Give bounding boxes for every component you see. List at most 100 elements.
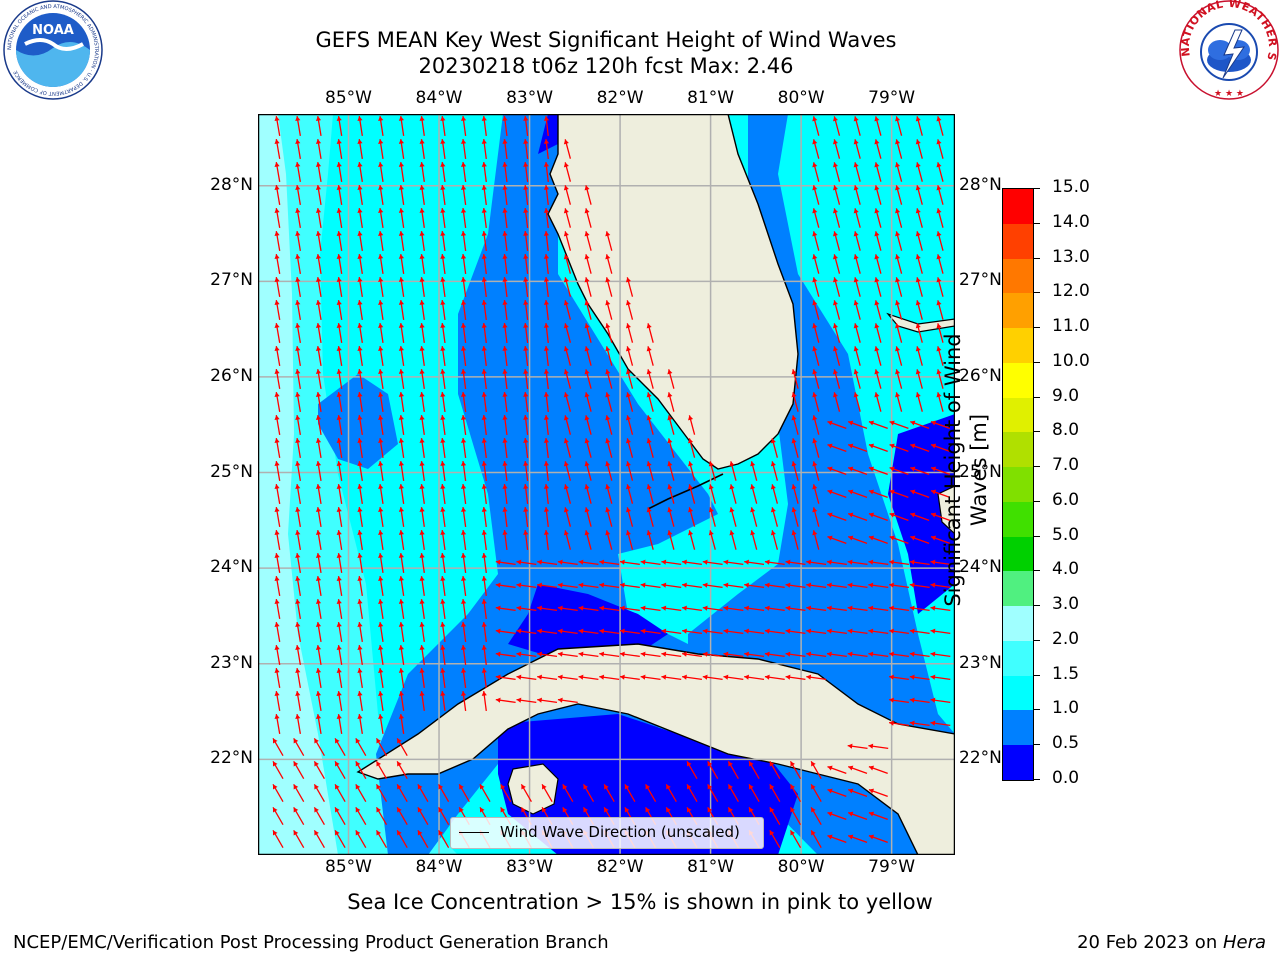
wave-direction-arrow [440, 162, 446, 182]
wave-direction-arrow [599, 674, 620, 681]
colorbar [1002, 188, 1034, 781]
wave-direction-arrow [563, 139, 572, 159]
legend-line-icon [459, 832, 489, 833]
lon-label-bottom: 82°W [596, 857, 644, 877]
wave-direction-arrow [812, 185, 820, 205]
wave-direction-arrow [584, 254, 592, 274]
colorbar-tick-mark [1034, 431, 1040, 433]
wave-direction-arrow [357, 668, 363, 688]
wave-direction-arrow [557, 559, 578, 566]
wave-direction-arrow [313, 761, 325, 779]
colorbar-bin [1003, 432, 1033, 468]
nws-logo: NATIONAL WEATHER SERVICE ★ ★ ★ [1178, 0, 1279, 100]
wave-direction-arrow [272, 807, 284, 825]
colorbar-bin [1003, 293, 1033, 329]
wave-height-map [258, 114, 955, 855]
wave-direction-arrow [315, 369, 322, 389]
wave-direction-arrow [295, 231, 301, 251]
wave-direction-arrow [764, 582, 785, 589]
wave-direction-arrow [543, 345, 550, 367]
lon-label-bottom: 85°W [325, 857, 372, 877]
wave-direction-arrow [419, 484, 425, 504]
wave-direction-arrow [481, 690, 487, 712]
wave-direction-arrow [274, 599, 281, 619]
wave-direction-arrow [357, 553, 363, 573]
wave-direction-arrow [599, 582, 620, 589]
wave-direction-arrow [889, 582, 909, 589]
wave-direction-arrow [806, 628, 827, 635]
wave-direction-arrow [582, 784, 595, 802]
wave-direction-arrow [810, 784, 822, 802]
wave-direction-arrow [315, 507, 322, 527]
wave-direction-arrow [847, 582, 868, 589]
wave-direction-arrow [889, 489, 909, 499]
wave-direction-arrow [909, 582, 930, 589]
wave-direction-arrow [274, 415, 281, 435]
wave-direction-arrow [744, 605, 765, 612]
wave-direction-arrow [398, 484, 405, 504]
wave-direction-arrow [930, 512, 951, 522]
wave-direction-arrow [481, 299, 487, 321]
wave-direction-arrow [909, 628, 930, 635]
wave-direction-arrow [910, 443, 930, 453]
wave-direction-arrow [827, 811, 847, 821]
wave-direction-arrow [481, 414, 487, 436]
wave-direction-arrow [895, 277, 903, 297]
wave-direction-arrow [274, 645, 281, 665]
wave-direction-arrow [274, 622, 281, 642]
wave-direction-arrow [889, 628, 909, 635]
wave-direction-arrow [682, 628, 702, 635]
wave-direction-arrow [355, 738, 367, 756]
wave-direction-arrow [336, 392, 343, 412]
wave-direction-arrow [661, 559, 682, 566]
wave-direction-arrow [832, 254, 841, 274]
wave-direction-arrow [625, 461, 634, 481]
lat-label-right: 25°N [959, 461, 1002, 482]
wave-direction-arrow [378, 622, 384, 642]
wave-direction-arrow [936, 277, 944, 297]
wave-direction-arrow [688, 461, 696, 481]
colorbar-tick-mark [1034, 779, 1040, 780]
wave-direction-arrow [295, 507, 301, 527]
wave-direction-arrow [293, 830, 305, 848]
wave-direction-arrow [619, 651, 640, 658]
wave-direction-arrow [543, 391, 550, 413]
wave-direction-arrow [599, 628, 620, 635]
wave-direction-arrow [915, 300, 923, 320]
colorbar-tick-mark [1034, 709, 1040, 711]
wave-direction-arrow [853, 323, 861, 343]
wave-direction-arrow [357, 392, 363, 412]
wave-direction-arrow [481, 529, 487, 551]
wave-direction-arrow [495, 582, 516, 589]
wave-direction-arrow [909, 651, 930, 658]
wave-direction-arrow [874, 208, 882, 228]
wave-direction-arrow [315, 461, 322, 481]
wave-direction-arrow [378, 392, 384, 412]
wave-direction-arrow [874, 116, 882, 136]
colorbar-tick-label: 1.5 [1052, 663, 1080, 684]
colorbar-bin [1003, 397, 1033, 433]
wave-direction-arrow [537, 605, 558, 612]
wave-direction-arrow [398, 530, 405, 550]
wave-direction-arrow [868, 811, 888, 821]
wave-direction-arrow [936, 300, 944, 320]
wave-direction-arrow [295, 277, 301, 297]
wave-direction-arrow [479, 784, 491, 802]
wave-direction-arrow [378, 461, 384, 481]
colorbar-tick-label: 8.0 [1052, 420, 1080, 441]
wave-direction-arrow [889, 512, 909, 522]
wave-direction-arrow [770, 438, 779, 458]
lon-label-top: 81°W [687, 88, 735, 108]
wave-direction-arrow [853, 392, 861, 412]
wave-direction-arrow [293, 738, 305, 756]
wave-direction-arrow [640, 674, 661, 681]
wave-direction-arrow [336, 438, 343, 458]
wave-direction-arrow [868, 788, 888, 798]
colorbar-bin [1003, 328, 1033, 363]
wave-direction-arrow [357, 162, 363, 182]
colorbar-tick-label: 1.0 [1052, 698, 1080, 719]
wave-direction-arrow [460, 553, 467, 573]
wave-direction-arrow [295, 599, 301, 619]
wave-direction-arrow [605, 438, 613, 458]
wave-direction-arrow [274, 369, 281, 389]
